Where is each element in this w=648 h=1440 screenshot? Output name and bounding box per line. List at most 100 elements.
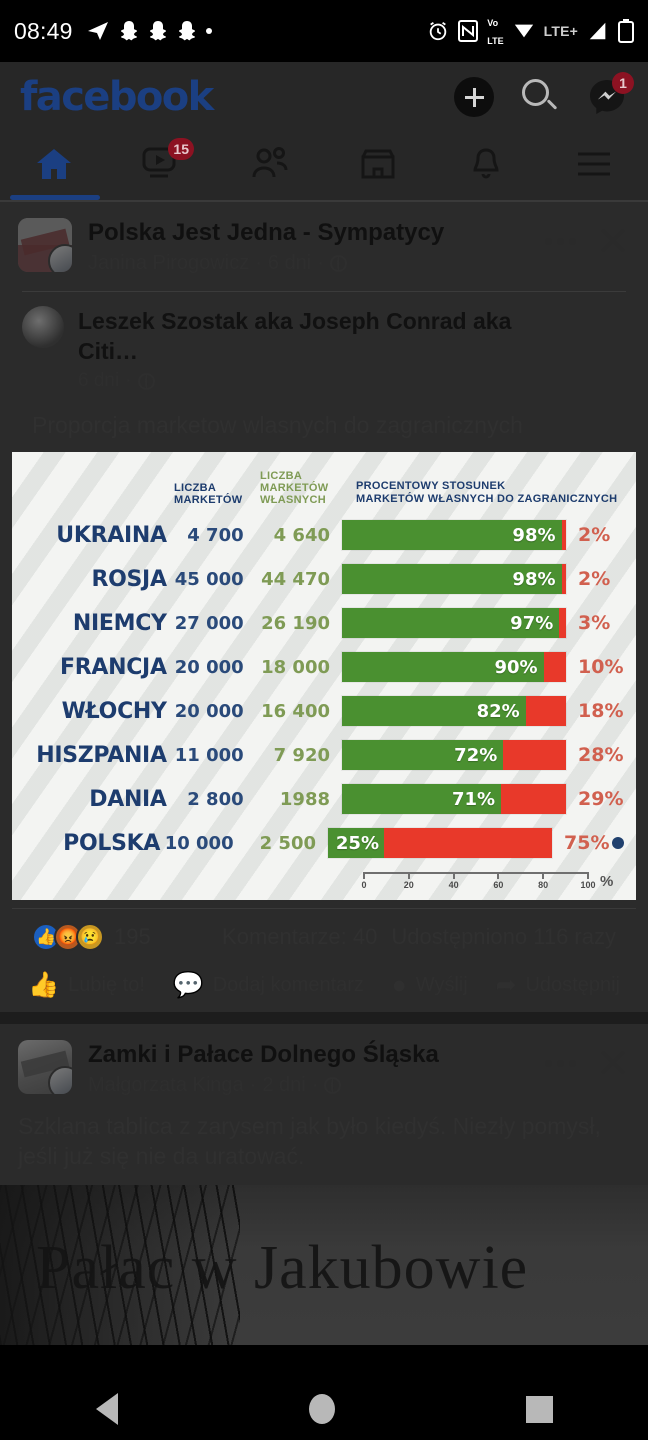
- chart-bar-foreign-segment: [503, 740, 566, 770]
- chart-bar-own-segment: 82%: [342, 696, 526, 726]
- tab-video[interactable]: 15: [108, 132, 216, 200]
- post-header-text: Polska Jest Jedna - Sympatycy Janina Pir…: [88, 218, 545, 275]
- chart-header-ratio-line1: PROCENTOWY STOSUNEK: [356, 480, 506, 492]
- group-name[interactable]: Zamki i Pałace Dolnego Śląska: [88, 1041, 439, 1068]
- tab-marketplace[interactable]: [324, 132, 432, 200]
- bell-icon: [468, 146, 504, 187]
- chart-row-country: DANIA: [89, 786, 167, 812]
- chart-bar-own-label: 72%: [454, 744, 498, 766]
- chart-row-bar: 98%: [342, 564, 566, 594]
- chart-row-bar: 25%: [328, 828, 552, 858]
- facebook-logo[interactable]: facebook: [20, 74, 214, 120]
- axis-tick: [542, 872, 545, 879]
- chart-row-barwrap: 25% 75%: [328, 828, 624, 858]
- hamburger-icon: [575, 149, 613, 184]
- video-badge: 15: [168, 137, 194, 160]
- sad-icon: 😢: [76, 923, 104, 951]
- app-header: facebook 1: [0, 62, 648, 132]
- close-icon[interactable]: [596, 224, 630, 258]
- post-options-button[interactable]: [545, 237, 576, 245]
- group-name[interactable]: Polska Jest Jedna - Sympatycy: [88, 219, 445, 246]
- like-button[interactable]: 👍 Lubię to!: [28, 973, 145, 998]
- chart-row-barwrap: 90% 10%: [342, 652, 624, 682]
- meta-separator: ·: [125, 370, 132, 391]
- chart-row-country: NIEMCY: [72, 610, 167, 636]
- messenger-icon: ●: [391, 971, 407, 999]
- author-avatar[interactable]: [48, 244, 72, 272]
- chart-row-own: 26 190: [261, 612, 330, 634]
- tab-menu[interactable]: [540, 132, 648, 200]
- chart-axis-line: 0 20 40 60 80 100: [361, 872, 596, 890]
- chart-row-foreign-label: 29%: [578, 788, 624, 810]
- comment-button-label: Dodaj komentarz: [212, 974, 364, 996]
- post-image-infographic[interactable]: LICZBA MARKETÓW LICZBA MARKETÓW WŁASNYCH…: [12, 452, 636, 900]
- post-header: Zamki i Pałace Dolnego Śląska Małgorzata…: [0, 1024, 648, 1103]
- reaction-icons[interactable]: 👍 😡 😢: [32, 923, 104, 951]
- chart-row-total: 10 000: [164, 832, 234, 854]
- chart-header-own-line2: MARKETÓW: [260, 482, 329, 494]
- chart-row-country: UKRAINA: [56, 522, 167, 548]
- share-count[interactable]: Udostępniono 116 razy: [391, 924, 616, 949]
- close-icon[interactable]: [596, 1046, 630, 1080]
- chart-row: POLSKA 10 000 2 500 25% 75%: [24, 828, 624, 858]
- post-options-button[interactable]: [545, 1059, 576, 1067]
- shared-post-meta: 6 dni ·: [78, 370, 548, 392]
- post-photo[interactable]: Pałac w Jakubowie: [0, 1185, 648, 1345]
- tab-home[interactable]: [0, 132, 108, 200]
- share-icon: ➦: [495, 971, 517, 999]
- chart-row-foreign-label: 10%: [578, 656, 624, 678]
- post-author[interactable]: Janina Pirogowicz: [88, 252, 250, 274]
- shared-author-name[interactable]: Leszek Szostak aka Joseph Conrad aka Cit…: [78, 308, 512, 364]
- chart-row-total: 27 000: [174, 612, 244, 634]
- chart-row-footnote-marker: [612, 837, 624, 849]
- chart-row-total: 11 000: [174, 744, 244, 766]
- chart-axis: 0 20 40 60 80 100 %: [24, 872, 624, 890]
- comment-button[interactable]: 💬 Dodaj komentarz: [173, 973, 364, 998]
- post-author[interactable]: Małgorzata Kinga: [88, 1074, 244, 1096]
- chart-bar-own-label: 98%: [512, 568, 556, 590]
- shared-header-text: Leszek Szostak aka Joseph Conrad aka Cit…: [78, 306, 548, 392]
- recents-button[interactable]: [525, 1395, 553, 1423]
- axis-tick: [497, 872, 500, 879]
- meta-separator: ·: [249, 1074, 257, 1096]
- share-button[interactable]: ➦ Udostępnij: [496, 973, 620, 998]
- chart-row-bar: 82%: [342, 696, 566, 726]
- search-button[interactable]: [520, 77, 560, 117]
- back-button[interactable]: [95, 1393, 118, 1425]
- video-icon: 15: [142, 137, 194, 187]
- status-bar-notification-icons: [86, 19, 212, 43]
- group-avatar[interactable]: [18, 218, 72, 272]
- reaction-count[interactable]: 195: [114, 924, 151, 949]
- axis-tick-label: 80: [538, 880, 549, 890]
- create-button[interactable]: [454, 77, 494, 117]
- post-card-2[interactable]: Zamki i Pałace Dolnego Śląska Małgorzata…: [0, 1024, 648, 1345]
- group-avatar[interactable]: [18, 1040, 72, 1094]
- messenger-button[interactable]: 1: [586, 72, 634, 118]
- snapchat-icon: [177, 20, 197, 42]
- axis-baseline: [364, 872, 588, 874]
- post-card-1[interactable]: Polska Jest Jedna - Sympatycy Janina Pir…: [0, 202, 648, 1012]
- feed[interactable]: facebook 1: [0, 62, 648, 1345]
- tab-notifications[interactable]: [432, 132, 540, 200]
- comment-count[interactable]: Komentarze: 40: [222, 924, 378, 949]
- chart-header-ratio: PROCENTOWY STOSUNEK MARKETÓW WŁASNYCH DO…: [356, 480, 624, 506]
- chart-bar-foreign-segment: [559, 608, 566, 638]
- axis-tick: [363, 872, 365, 879]
- send-button[interactable]: ● Wyślij: [392, 973, 468, 998]
- chart-row-country: WŁOCHY: [61, 698, 167, 724]
- snapchat-icon: [148, 20, 168, 42]
- chart-axis-unit: %: [600, 872, 614, 890]
- author-avatar[interactable]: [48, 1066, 72, 1094]
- chart-row: ROSJA 45 000 44 470 98% 2%: [24, 564, 624, 594]
- home-button[interactable]: [308, 1394, 335, 1424]
- tab-friends[interactable]: [216, 132, 324, 200]
- chart-row-foreign-label: 75%: [564, 832, 610, 854]
- meta-separator: ·: [255, 252, 262, 274]
- chart-row-own: 1988: [279, 788, 330, 810]
- chart-row-total: 2 800: [187, 788, 244, 810]
- volte-icon: Vo LTE: [487, 13, 503, 49]
- chart-row: UKRAINA 4 700 4 640 98% 2%: [24, 520, 624, 550]
- search-icon-handle: [546, 99, 558, 110]
- shared-author-avatar[interactable]: [22, 306, 64, 348]
